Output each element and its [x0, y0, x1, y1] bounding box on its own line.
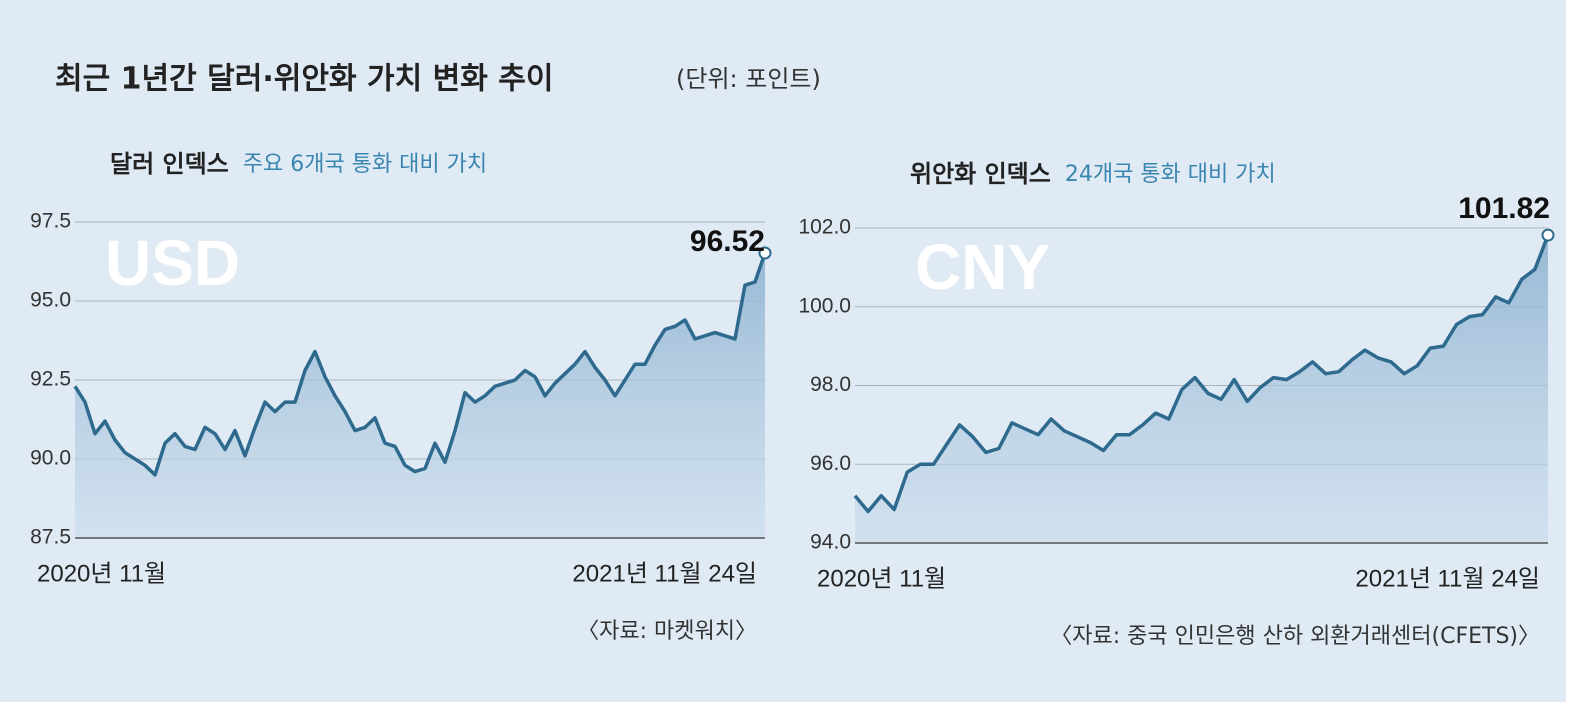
- background: [0, 0, 1566, 702]
- line: [73, 252, 767, 477]
- chart-title: 위안화 인덱스: [910, 160, 1051, 188]
- last-point: [758, 246, 772, 260]
- y-tick-label: 97.5: [30, 210, 71, 233]
- watermark: CNY: [915, 231, 1050, 303]
- y-tick-label: 100.0: [798, 294, 851, 317]
- area: [75, 253, 765, 538]
- y-tick-label: 96.0: [810, 452, 851, 475]
- chart-subtitle: 주요 6개국 통화 대비 가치: [243, 152, 487, 177]
- chart-subtitle: 24개국 통화 대비 가치: [1065, 162, 1276, 187]
- last-point: [1541, 228, 1555, 242]
- x-tick-label: 2020년 11월: [817, 565, 946, 592]
- y-tick-label: 94.0: [810, 531, 851, 554]
- chart-heading: 위안화 인덱스 24개국 통화 대비 가치: [910, 160, 1276, 188]
- value-label: 96.52: [690, 225, 765, 258]
- y-tick-label: 87.5: [30, 526, 71, 549]
- x-tick-label: 2020년 11월: [37, 560, 166, 587]
- source-note: 〈자료: 중국 인민은행 산하 외환거래센터(CFETS)〉: [1050, 624, 1540, 649]
- chart-heading: 달러 인덱스 주요 6개국 통화 대비 가치: [110, 150, 487, 178]
- x-tick-label: 2021년 11월 24일: [572, 560, 757, 587]
- y-tick-label: 95.0: [30, 289, 71, 312]
- unit-note: (단위: 포인트): [676, 65, 821, 93]
- y-tick-label: 90.0: [30, 447, 71, 470]
- watermark: USD: [105, 227, 240, 299]
- x-tick-label: 2021년 11월 24일: [1355, 565, 1540, 592]
- main-title: 최근 1년간 달러·위안화 가치 변화 추이: [55, 62, 554, 97]
- y-tick-label: 92.5: [30, 368, 71, 391]
- chart-title: 달러 인덱스: [110, 150, 229, 178]
- value-label: 101.82: [1458, 192, 1550, 225]
- y-tick-label: 102.0: [798, 216, 851, 239]
- y-tick-label: 98.0: [810, 373, 851, 396]
- line: [853, 234, 1550, 514]
- source-note: 〈자료: 마켓워치〉: [577, 619, 757, 644]
- area: [855, 235, 1548, 543]
